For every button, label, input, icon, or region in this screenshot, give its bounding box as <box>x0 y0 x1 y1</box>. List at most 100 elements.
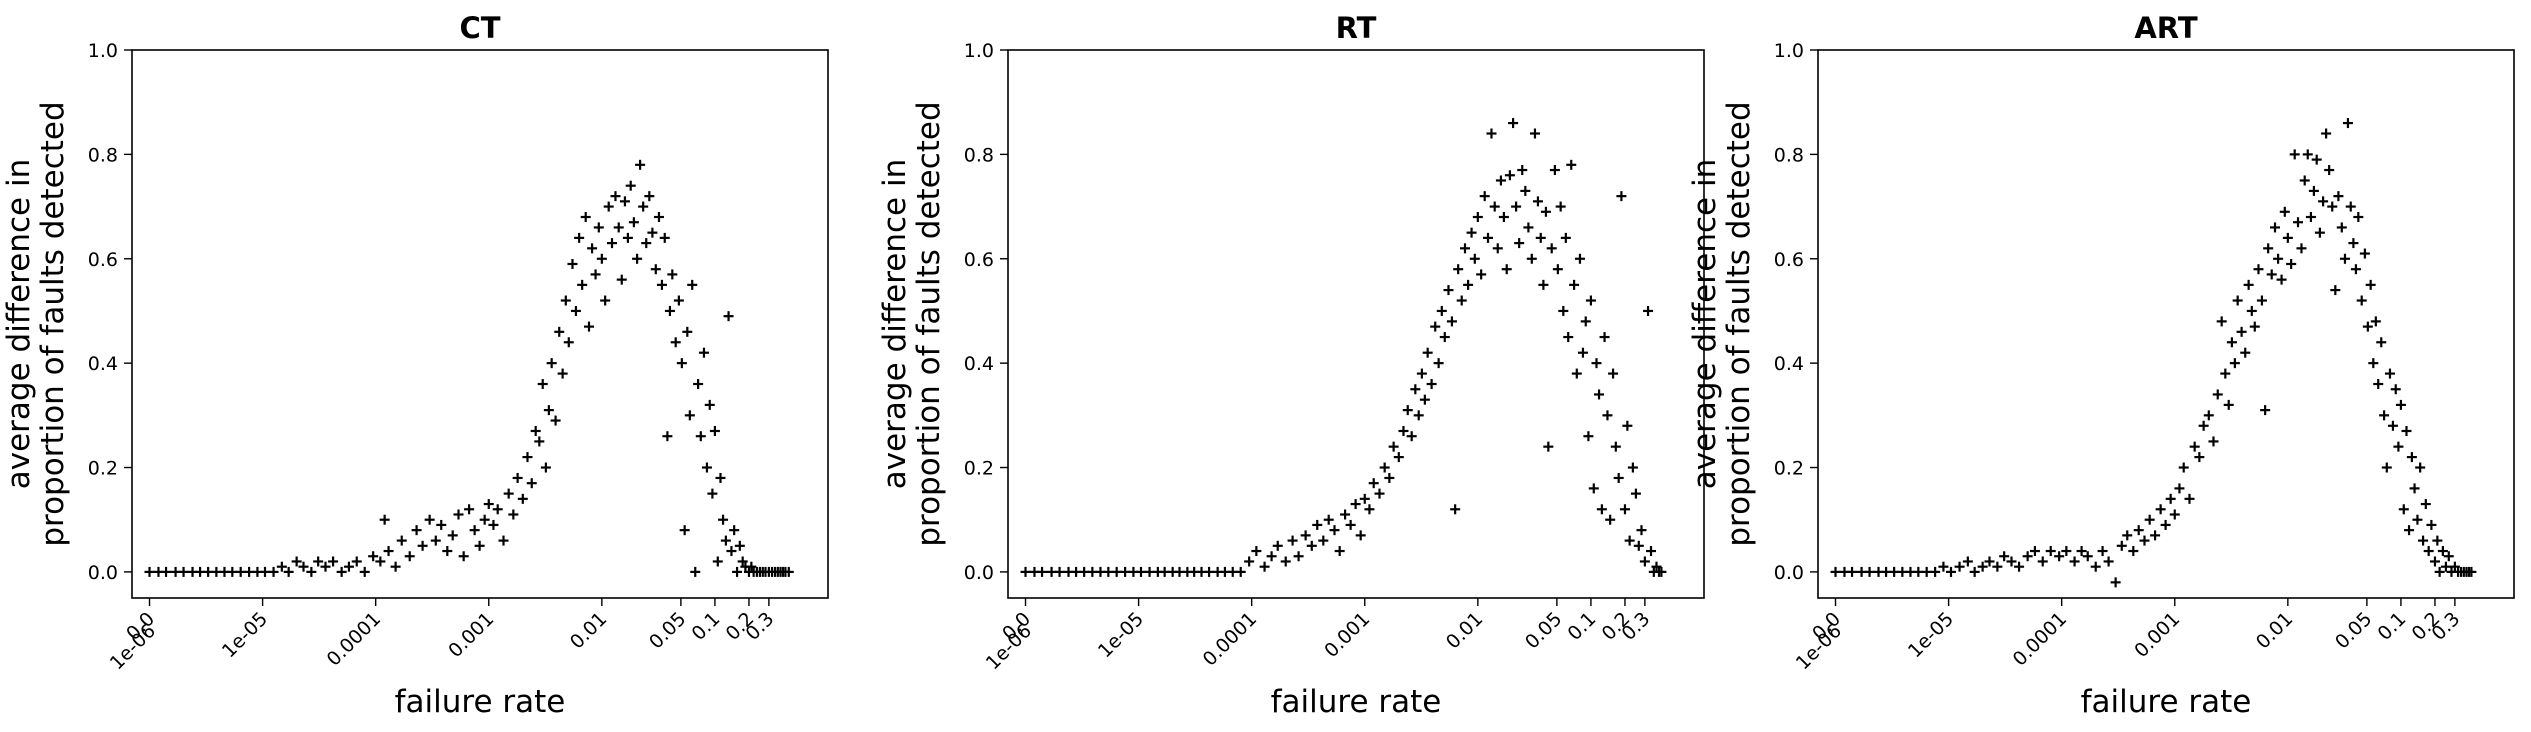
data-point <box>628 217 639 228</box>
data-point <box>574 232 585 243</box>
data-point <box>2418 535 2429 546</box>
data-point <box>1416 368 1427 379</box>
data-point <box>351 556 362 567</box>
x-axis-label: failure rate <box>1271 684 1442 720</box>
data-point <box>723 311 734 322</box>
x-tick-label: 0.05 <box>645 608 690 653</box>
data-point <box>1588 483 1599 494</box>
x-tick-label: 0.0001 <box>323 608 386 671</box>
chart-title: CT <box>459 11 500 45</box>
y-tick-label: 0.2 <box>964 458 994 480</box>
data-point <box>1555 201 1566 212</box>
data-point <box>2198 420 2209 431</box>
data-point <box>1577 347 1588 358</box>
data-point <box>2321 128 2332 139</box>
data-point <box>2266 269 2277 280</box>
data-point <box>2437 546 2448 557</box>
data-point <box>704 399 715 410</box>
data-point <box>1287 535 1298 546</box>
data-point <box>368 551 379 562</box>
data-point <box>2286 258 2297 269</box>
data-point <box>2103 556 2114 567</box>
data-point <box>442 546 453 557</box>
data-point <box>596 253 607 264</box>
data-point <box>2116 540 2127 551</box>
x-tick-label: 0.001 <box>1320 608 1374 662</box>
data-point <box>2376 337 2387 348</box>
data-point <box>701 462 712 473</box>
data-point <box>1552 264 1563 275</box>
data-point <box>2263 243 2274 254</box>
data-point <box>2246 305 2257 316</box>
data-point <box>2232 295 2243 306</box>
data-point <box>577 279 588 290</box>
data-point <box>2208 436 2219 447</box>
data-point <box>726 546 737 557</box>
data-point <box>1543 441 1554 452</box>
data-point <box>483 499 494 510</box>
x-axis-label: failure rate <box>2081 684 2252 720</box>
y-axis-label-line: proportion of faults detected <box>911 101 947 546</box>
data-point <box>712 556 723 567</box>
data-point <box>2359 248 2370 259</box>
data-point <box>276 561 287 572</box>
data-point <box>268 566 279 577</box>
data-point <box>2249 321 2260 332</box>
data-point <box>479 514 490 525</box>
data-point <box>1413 410 1424 421</box>
data-point <box>656 279 667 290</box>
data-point <box>1535 232 1546 243</box>
x-tick-label: 0.05 <box>1521 608 1566 653</box>
data-point <box>1656 566 1667 577</box>
data-point <box>600 295 611 306</box>
data-point <box>584 321 595 332</box>
data-point <box>622 232 633 243</box>
data-point <box>458 551 469 562</box>
data-point <box>2144 514 2155 525</box>
data-point <box>2256 295 2267 306</box>
data-point <box>1280 556 1291 567</box>
data-point <box>178 566 189 577</box>
data-point <box>2184 493 2195 504</box>
data-point <box>1384 472 1395 483</box>
data-point <box>638 201 649 212</box>
data-point <box>298 561 309 572</box>
data-point <box>1938 561 1949 572</box>
data-point <box>2226 337 2237 348</box>
data-point <box>650 264 661 275</box>
x-tick-label: 0.001 <box>2130 608 2184 662</box>
y-tick-label: 0.6 <box>964 249 994 271</box>
data-point <box>635 159 646 170</box>
data-point <box>2082 551 2093 562</box>
data-point <box>1532 196 1543 207</box>
data-point <box>2160 519 2171 530</box>
data-point <box>1251 546 1262 557</box>
data-point <box>732 566 743 577</box>
data-point <box>1312 519 1323 530</box>
chart-panel-ct: CT0.00.20.40.60.81.00.01e-06 1e-05 0.0001 0… <box>1 11 829 720</box>
data-point <box>1103 566 1114 577</box>
data-point <box>2240 347 2251 358</box>
y-axis-label-line: proportion of faults detected <box>1721 101 1757 546</box>
data-point <box>1495 175 1506 186</box>
data-point <box>2150 530 2161 541</box>
data-point <box>1388 441 1399 452</box>
data-point <box>1504 170 1515 181</box>
data-point <box>2420 499 2431 510</box>
data-point <box>1293 551 1304 562</box>
data-point <box>554 326 565 337</box>
data-point <box>2381 462 2392 473</box>
x-tick-label: 1e-05 <box>1904 608 1958 662</box>
data-point <box>1508 118 1519 129</box>
data-point <box>2122 530 2133 541</box>
data-point <box>625 180 636 191</box>
data-point <box>1585 295 1596 306</box>
data-point <box>492 504 503 515</box>
data-point <box>653 212 664 223</box>
data-point <box>2273 253 2284 264</box>
data-point <box>610 191 621 202</box>
data-point <box>1992 561 2003 572</box>
data-point <box>2395 399 2406 410</box>
data-point <box>619 196 630 207</box>
